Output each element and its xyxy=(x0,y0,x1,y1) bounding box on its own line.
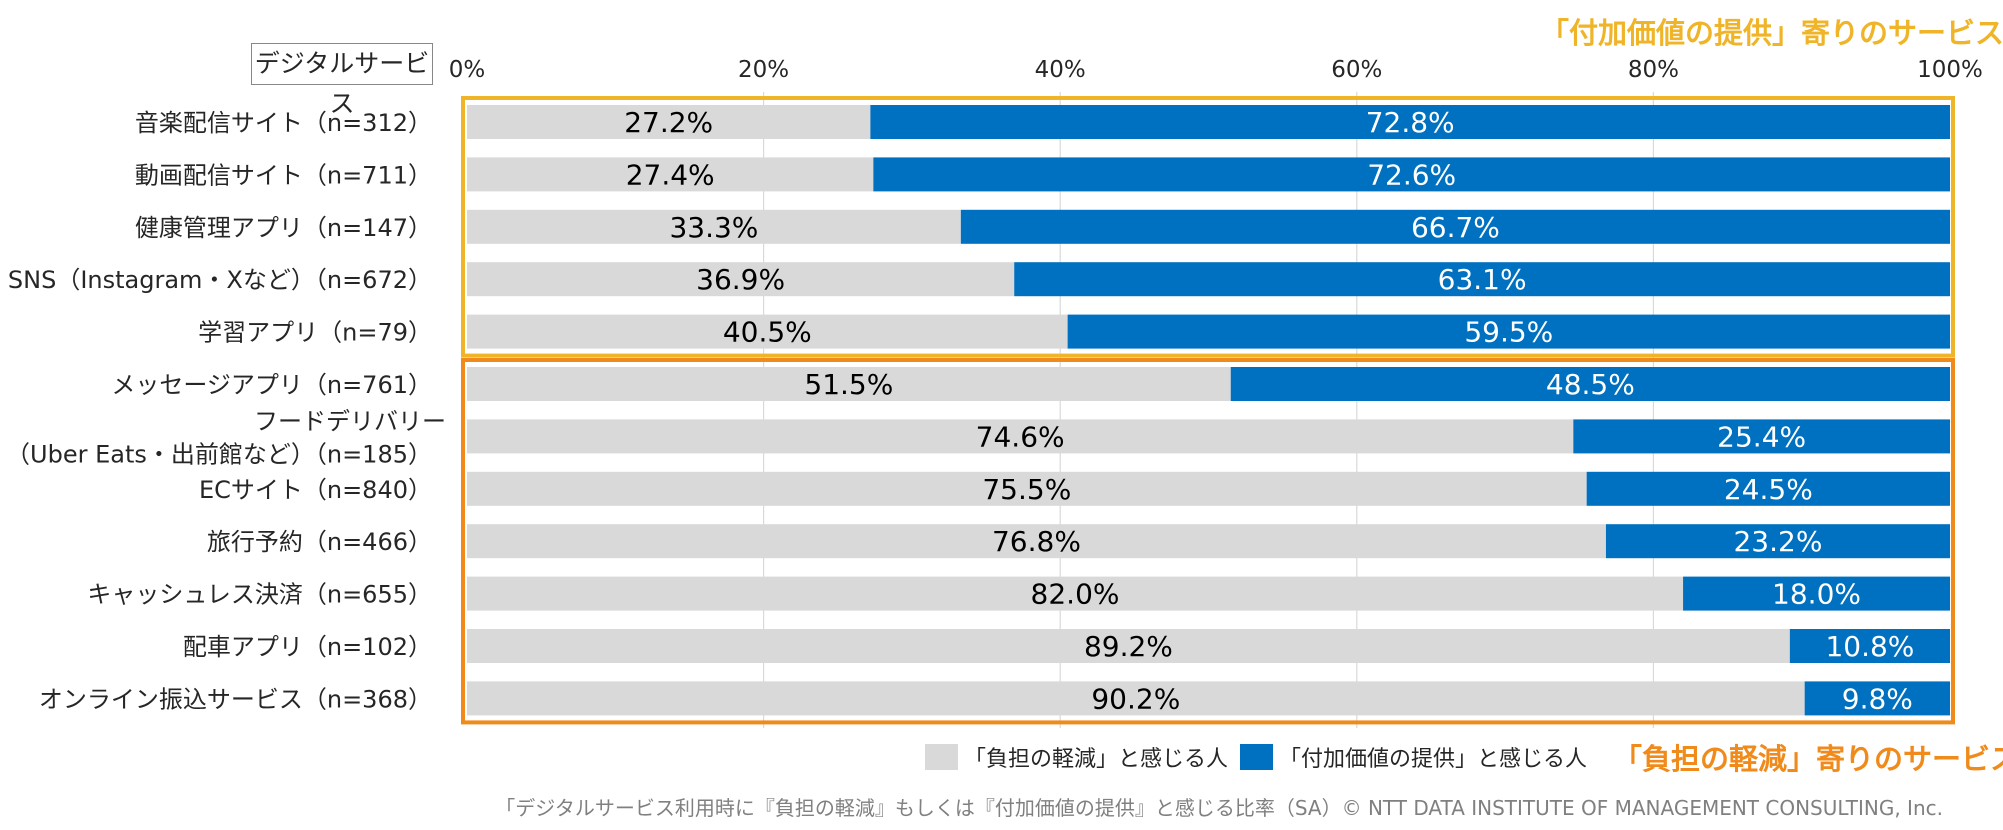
bar-burden xyxy=(467,471,1587,506)
x-tick-label: 20% xyxy=(738,57,789,83)
data-label-burden: 74.6% xyxy=(976,420,1065,453)
bar-burden xyxy=(467,681,1805,716)
bar-value xyxy=(1573,419,1950,454)
data-label-burden: 27.4% xyxy=(626,158,715,191)
category-label: （Uber Eats・出前館など）（n=185） xyxy=(6,440,432,468)
data-label-burden: 33.3% xyxy=(669,211,758,244)
legend: 「負担の軽減」と感じる人 「付加価値の提供」と感じる人 「負担の軽減」寄りのサー… xyxy=(925,740,2003,776)
bar-burden xyxy=(467,262,1015,297)
category-label: メッセージアプリ（n=761） xyxy=(111,371,432,399)
x-tick-label: 60% xyxy=(1331,57,1382,83)
bar-burden xyxy=(467,105,871,139)
data-label-value: 72.8% xyxy=(1366,106,1455,139)
data-label-value: 63.1% xyxy=(1438,263,1527,296)
bar-burden xyxy=(467,576,1684,611)
data-labels: 27.2% 72.8% 27.4% 72.6% 33.3% 66.7% 36.9% 63.1%… xyxy=(624,106,1914,715)
category-label: フードデリバリー xyxy=(254,407,446,435)
gridlines xyxy=(762,92,1655,728)
bar-burden xyxy=(467,367,1231,401)
data-label-burden: 51.5% xyxy=(804,368,893,401)
data-label-burden: 89.2% xyxy=(1084,630,1173,663)
category-label: 旅行予約（n=466） xyxy=(207,528,432,556)
data-label-value: 23.2% xyxy=(1733,525,1822,558)
bar-value xyxy=(1586,471,1950,506)
data-label-value: 59.5% xyxy=(1464,316,1553,349)
bar-burden xyxy=(467,314,1068,349)
data-label-value: 72.6% xyxy=(1367,158,1456,191)
bar-burden xyxy=(467,629,1790,663)
category-label: ECサイト（n=840） xyxy=(199,476,432,504)
bar-value xyxy=(1014,262,1950,297)
bottom-group-label: 「負担の軽減」寄りのサービス xyxy=(1613,742,2003,776)
legend-label-value: 「付加価値の提供」と感じる人 xyxy=(1279,747,1588,772)
x-axis-ticks: 0% 20% 40% 60% 80% 100% xyxy=(449,57,1983,83)
data-label-value: 66.7% xyxy=(1411,211,1500,244)
data-label-burden: 40.5% xyxy=(723,316,812,349)
top-group-frame xyxy=(461,96,1955,358)
x-tick-label: 100% xyxy=(1917,57,1983,83)
legend-swatch-value xyxy=(1240,744,1274,770)
group-frames xyxy=(461,96,1955,725)
data-label-value: 18.0% xyxy=(1772,578,1861,611)
category-label: 配車アプリ（n=102） xyxy=(183,633,432,661)
bar-value xyxy=(1230,367,1950,401)
bar-burden xyxy=(467,209,961,244)
data-label-burden: 36.9% xyxy=(696,263,785,296)
category-label: 健康管理アプリ（n=147） xyxy=(135,214,432,242)
bar-value xyxy=(1605,524,1950,559)
data-label-value: 25.4% xyxy=(1717,420,1806,453)
bar-value xyxy=(1683,576,1950,611)
data-label-burden: 90.2% xyxy=(1091,682,1180,715)
data-label-burden: 27.2% xyxy=(624,106,713,139)
data-label-value: 48.5% xyxy=(1546,368,1635,401)
bar-value xyxy=(1804,681,1950,716)
category-label: 動画配信サイト（n=711） xyxy=(135,161,432,189)
bar-value xyxy=(1789,629,1950,663)
data-label-burden: 75.5% xyxy=(982,473,1071,506)
bar-value xyxy=(873,157,1950,192)
category-label: 音楽配信サイト（n=312） xyxy=(135,109,432,137)
bar-burden xyxy=(467,524,1606,559)
category-label: キャッシュレス決済（n=655） xyxy=(87,581,432,609)
data-label-burden: 82.0% xyxy=(1031,578,1120,611)
data-label-value: 9.8% xyxy=(1842,682,1913,715)
top-group-label: 「付加価値の提供」寄りのサービス xyxy=(1540,16,2003,50)
category-label: オンライン振込サービス（n=368） xyxy=(39,685,432,713)
data-label-value: 24.5% xyxy=(1724,473,1813,506)
bar-value xyxy=(870,105,1950,139)
data-label-value: 10.8% xyxy=(1825,630,1914,663)
bar-burden xyxy=(467,419,1574,454)
bars xyxy=(467,105,1950,716)
category-label: SNS（Instagram・Xなど）（n=672） xyxy=(8,266,432,294)
bottom-group-frame xyxy=(461,358,1955,725)
legend-swatch-burden xyxy=(925,744,958,770)
bar-value xyxy=(960,209,1950,244)
bar-burden xyxy=(467,157,874,192)
bar-value xyxy=(1067,314,1950,349)
category-header: デジタルサービス xyxy=(251,43,433,118)
category-labels: 音楽配信サイト（n=312） 動画配信サイト（n=711） 健康管理アプリ（n=14… xyxy=(6,109,446,713)
category-label: 学習アプリ（n=79） xyxy=(198,319,432,347)
x-tick-label: 40% xyxy=(1035,57,1086,83)
x-tick-label: 80% xyxy=(1628,57,1679,83)
x-tick-label: 0% xyxy=(449,57,486,83)
data-label-burden: 76.8% xyxy=(992,525,1081,558)
legend-label-burden: 「負担の軽減」と感じる人 xyxy=(964,747,1229,772)
footnote: 「デジタルサービス利用時に『負担の軽減』もしくは『付加価値の提供』と感じる比率（… xyxy=(495,796,1943,820)
